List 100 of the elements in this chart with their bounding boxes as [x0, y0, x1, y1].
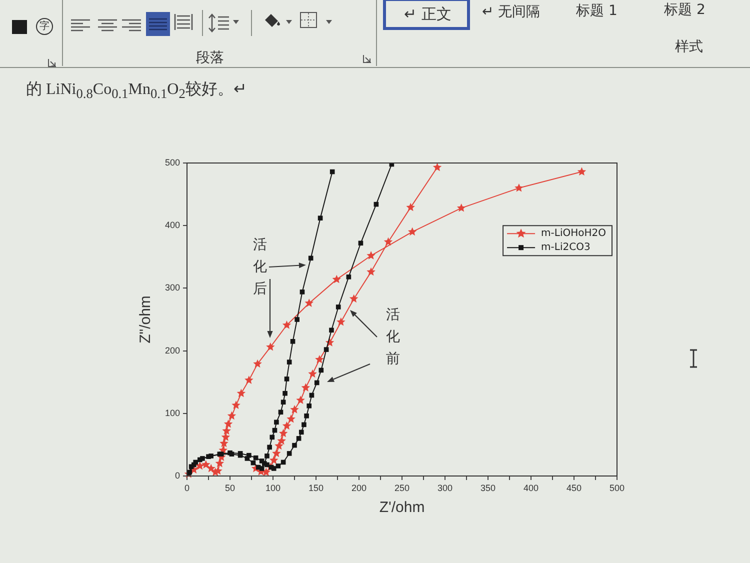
point — [346, 274, 352, 280]
point — [278, 428, 288, 438]
point — [253, 455, 258, 460]
y-axis-title: Z"/ohm — [137, 296, 154, 344]
point — [432, 162, 442, 172]
point — [269, 456, 278, 464]
y-tick-label: 400 — [164, 220, 180, 230]
point — [266, 342, 275, 351]
point — [349, 294, 358, 303]
text: 样式 — [675, 38, 703, 56]
legend-label: m-Li2CO3 — [541, 242, 590, 254]
point — [308, 256, 314, 261]
point — [366, 251, 376, 260]
point — [253, 359, 262, 368]
y-tick-label: 100 — [164, 408, 180, 418]
text: ↵ 无间隔 — [482, 3, 540, 21]
point — [236, 388, 246, 398]
point — [332, 274, 342, 284]
y-tick-label: 500 — [164, 157, 180, 168]
point — [206, 464, 216, 472]
point — [280, 400, 286, 405]
legend-label: m-LiOHoH2O — [541, 228, 606, 240]
point — [306, 403, 312, 408]
point — [270, 434, 275, 440]
x-axis-title: Z'/ohm — [379, 499, 425, 516]
point — [202, 460, 210, 468]
point — [224, 419, 233, 428]
x-tick-label: 250 — [394, 482, 410, 493]
x-tick-label: 150 — [308, 482, 324, 493]
point — [259, 458, 264, 464]
point — [222, 426, 231, 435]
text: 字 — [36, 18, 53, 35]
point — [314, 380, 320, 386]
point — [290, 405, 299, 414]
x-tick-label: 450 — [566, 482, 582, 493]
point — [290, 339, 296, 344]
x-tick-label: 0 — [184, 482, 190, 493]
point — [358, 240, 364, 246]
point — [267, 444, 272, 450]
point — [324, 347, 329, 352]
x-tick-label: 350 — [480, 482, 496, 493]
point — [406, 202, 415, 212]
point — [191, 462, 196, 468]
point — [336, 304, 341, 310]
point — [274, 420, 279, 425]
point — [284, 376, 290, 382]
x-tick-label: 300 — [437, 482, 453, 493]
annotation: 活化前 — [386, 306, 400, 369]
point — [206, 454, 211, 459]
text: 的 LiNi$_{0.8}$Co$_{0.1}$Mn$_{0.1}$O$_{2}$较好。↵ — [26, 81, 246, 102]
point — [232, 400, 240, 409]
point — [308, 369, 317, 378]
point — [276, 464, 281, 468]
point — [244, 376, 254, 384]
point — [300, 290, 305, 294]
point — [301, 383, 310, 392]
point — [246, 452, 252, 458]
text: 标题 2 — [664, 1, 706, 19]
point — [304, 298, 314, 307]
point — [214, 466, 222, 475]
point — [408, 227, 417, 236]
point — [286, 451, 292, 456]
point — [384, 237, 393, 246]
x-tick-label: 100 — [265, 482, 281, 493]
point — [282, 320, 292, 329]
y-tick-label: 0 — [174, 470, 180, 480]
point — [286, 414, 296, 423]
text: 段落 — [196, 49, 224, 67]
point — [514, 183, 524, 192]
point — [292, 442, 297, 448]
point — [272, 448, 281, 458]
point — [336, 317, 346, 326]
point — [196, 461, 204, 470]
text: ↵ 正文 — [404, 5, 452, 24]
point — [296, 396, 305, 404]
point — [456, 203, 466, 212]
point — [274, 441, 284, 450]
point — [304, 414, 309, 418]
x-tick-label: 500 — [609, 482, 625, 493]
point — [315, 354, 324, 364]
x-tick-label: 400 — [523, 482, 539, 493]
point — [296, 436, 302, 441]
point — [264, 454, 270, 458]
text: 标题 1 — [576, 2, 618, 20]
point — [282, 421, 292, 430]
point — [577, 167, 586, 176]
point — [227, 411, 236, 420]
point — [277, 436, 286, 445]
point — [278, 410, 284, 415]
annotation: 活化后 — [252, 236, 268, 299]
point — [271, 466, 276, 471]
point — [298, 430, 304, 435]
y-tick-label: 200 — [164, 345, 180, 356]
point — [294, 317, 300, 322]
y-tick-label: 300 — [164, 282, 180, 293]
x-tick-label: 50 — [224, 482, 236, 493]
point — [250, 460, 256, 466]
point — [221, 432, 230, 441]
point — [264, 462, 270, 468]
point — [318, 216, 323, 220]
